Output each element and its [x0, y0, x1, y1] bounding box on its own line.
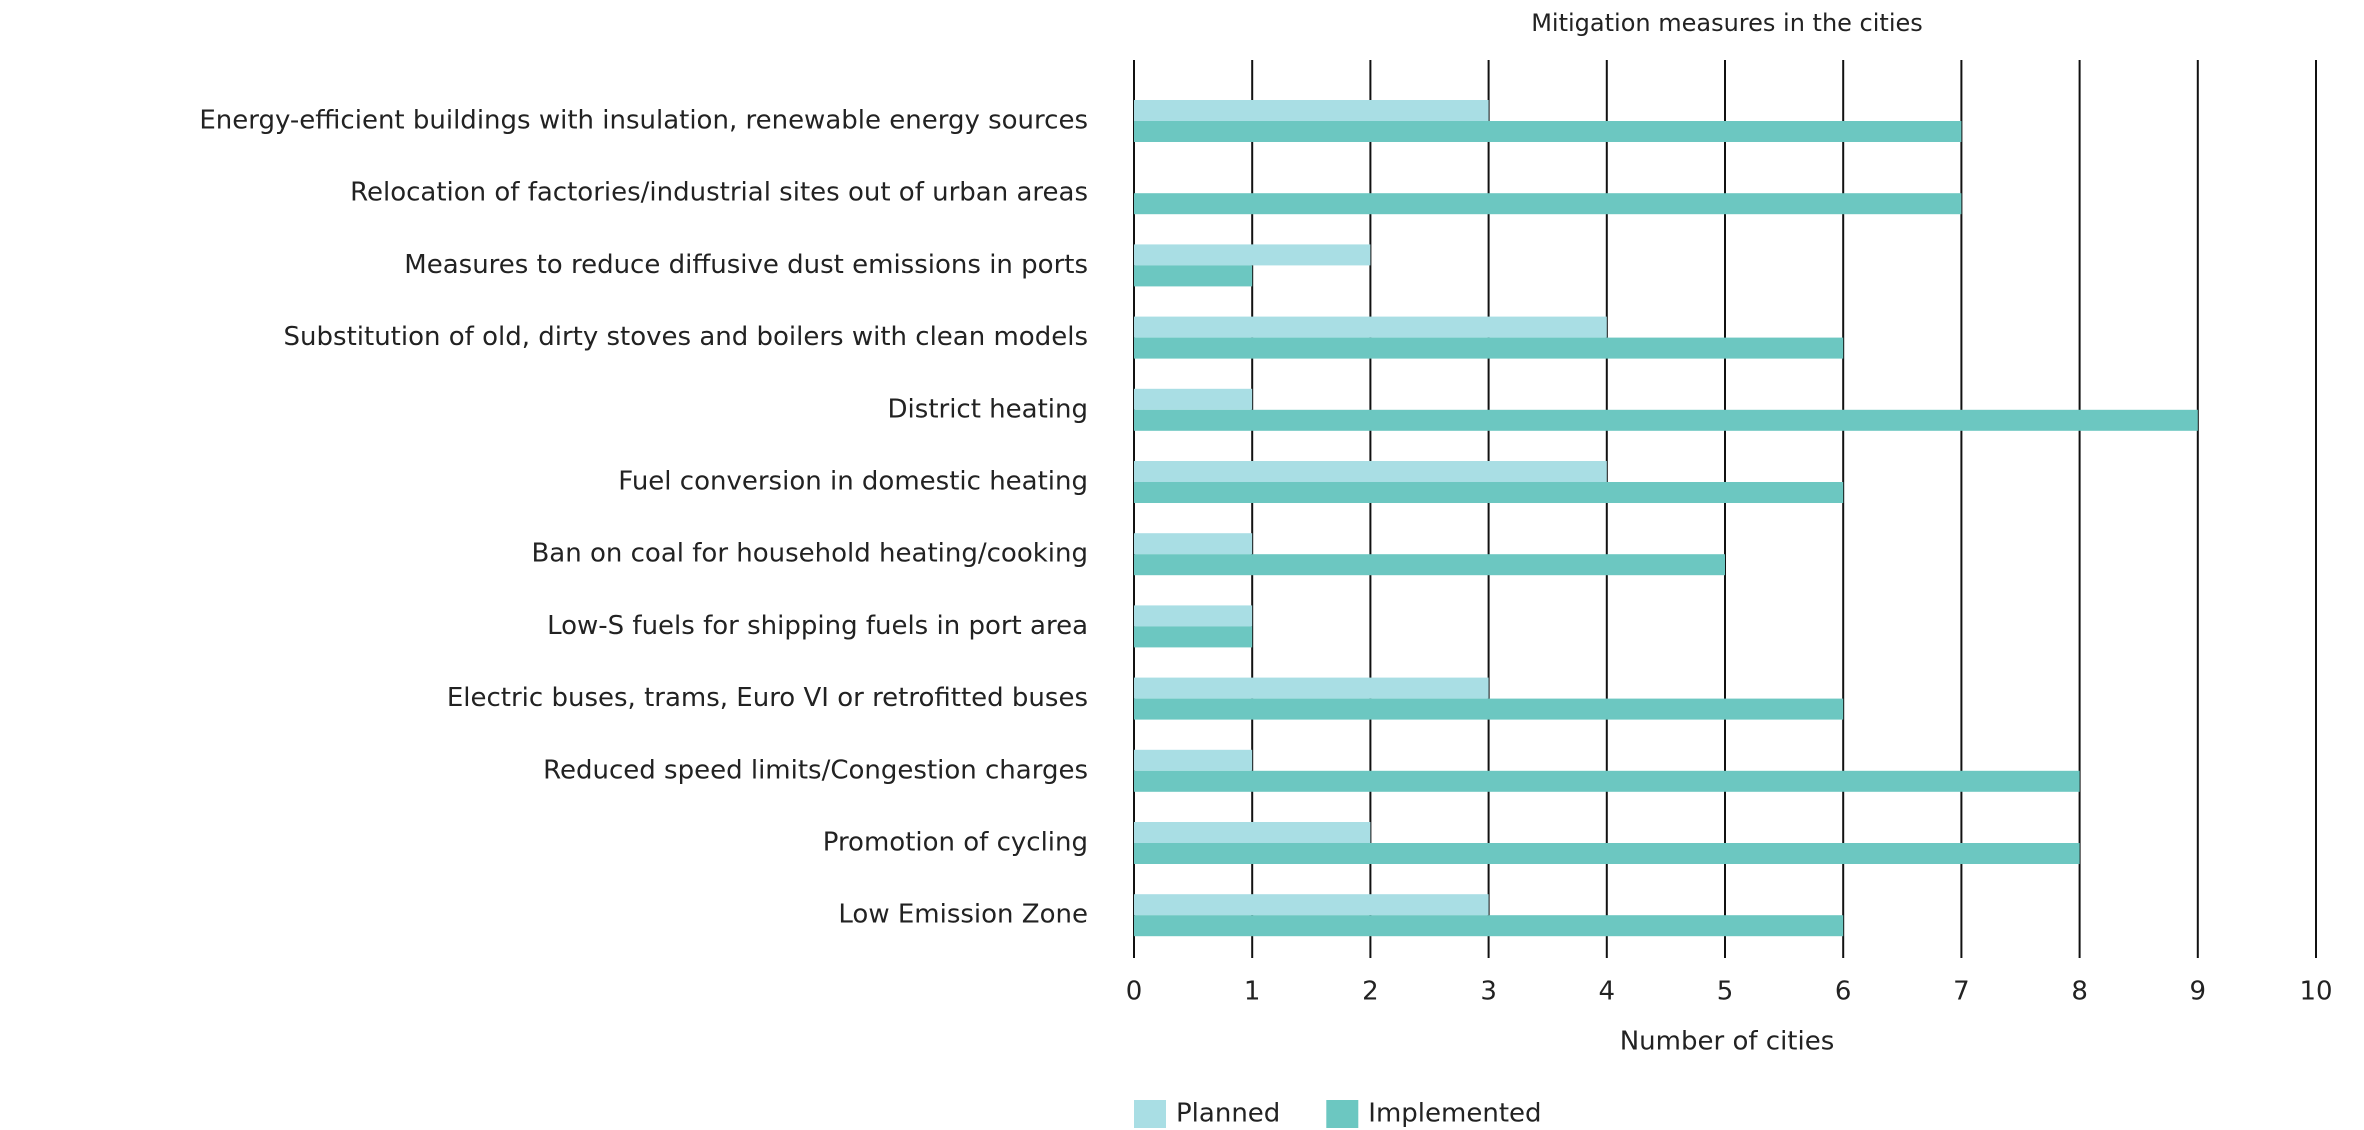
y-tick-label: Reduced speed limits/Congestion charges [543, 755, 1088, 785]
bar [1134, 100, 1489, 121]
y-tick-label: Fuel conversion in domestic heating [618, 467, 1088, 497]
y-tick-label: Measures to reduce diffusive dust emissi… [404, 250, 1088, 280]
y-tick-label: Low-S fuels for shipping fuels in port a… [547, 611, 1088, 641]
x-tick-label: 9 [2190, 977, 2207, 1007]
x-tick-label: 6 [1835, 977, 1852, 1007]
bar [1134, 894, 1489, 916]
x-tick-label: 1 [1244, 977, 1261, 1007]
bar [1134, 698, 1844, 720]
y-tick-label: Electric buses, trams, Euro VI or retrof… [447, 683, 1088, 713]
x-tick-label: 2 [1362, 977, 1379, 1007]
legend-swatch [1134, 1100, 1166, 1128]
bar [1134, 822, 1371, 843]
bar [1134, 915, 1844, 937]
bar [1134, 677, 1489, 699]
x-tick-label: 8 [2071, 977, 2088, 1007]
x-tick-label: 3 [1480, 977, 1497, 1007]
bar [1134, 388, 1253, 410]
bar [1134, 409, 2198, 431]
bar [1134, 843, 2080, 864]
bar [1134, 461, 1607, 482]
x-tick-label: 7 [1953, 977, 1970, 1007]
legend-swatch [1326, 1100, 1359, 1128]
bar [1134, 533, 1253, 555]
y-tick-label: District heating [888, 394, 1088, 424]
y-tick-label: Ban on coal for household heating/cookin… [531, 539, 1088, 569]
bar [1134, 482, 1844, 503]
x-axis-label: Number of cities [1620, 1027, 1835, 1057]
bar [1134, 337, 1844, 359]
chart-title: Mitigation measures in the cities [1531, 9, 1923, 37]
y-tick-label: Substitution of old, dirty stoves and bo… [284, 322, 1088, 352]
legend-label: Planned [1176, 1099, 1280, 1129]
y-tick-label: Promotion of cycling [823, 828, 1088, 858]
bar [1134, 554, 1725, 576]
bar [1134, 121, 1962, 142]
bar [1134, 316, 1607, 338]
bar [1134, 265, 1253, 287]
bar [1134, 605, 1253, 627]
x-tick-label: 0 [1126, 977, 1143, 1007]
y-tick-label: Low Emission Zone [838, 900, 1088, 930]
bar [1134, 626, 1253, 648]
bar [1134, 193, 1962, 215]
bar [1134, 770, 2080, 792]
x-tick-label: 4 [1599, 977, 1616, 1007]
y-tick-label: Energy-efficient buildings with insulati… [199, 106, 1088, 136]
bar [1134, 244, 1371, 266]
x-tick-label: 5 [1717, 977, 1734, 1007]
legend-label: Implemented [1368, 1099, 1541, 1129]
x-tick-label: 10 [2299, 977, 2332, 1007]
y-tick-label: Relocation of factories/industrial sites… [350, 178, 1088, 208]
bar [1134, 749, 1253, 771]
